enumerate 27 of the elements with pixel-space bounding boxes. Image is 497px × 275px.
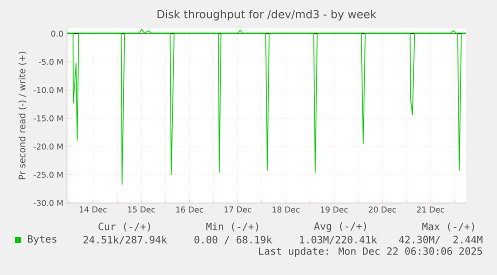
y-tick-label: -15.0 M [34,115,63,122]
x-tick-label: 20 Dec [368,206,396,213]
y-tick-label: -25.0 M [34,172,63,178]
chart-title: Disk throughput for /dev/md3 - by week [158,10,376,20]
text: Last update: Mon Dec 22 06:30:06 2025 [259,247,482,257]
text: Max (-/+) [422,222,474,232]
x-tick-label: 17 Dec [224,206,252,212]
y-tick-label: -20.0 M [34,144,63,150]
text: 0.00 / 68.19k [194,236,272,244]
y-tick-label: -30.0 M [34,200,63,206]
y-axis-title: Pr second read (-) / write (+) [18,52,26,180]
text: Min (-/+) [206,222,258,232]
x-tick-label: 21 Dec [416,206,444,213]
text: Avg (-/+) [314,222,366,232]
text: 24.51k/287.94k [84,236,167,244]
legend-label: Bytes [28,235,56,245]
text: 1.03M/220.41k [300,236,377,244]
x-tick-label: 14 Dec [80,206,107,212]
y-tick-label: 0.0 [51,30,63,37]
y-tick-label: -5.0 M [38,58,63,65]
x-tick-label: 19 Dec [320,206,348,213]
y-tick-label: -10.0 M [34,87,63,94]
x-tick-label: 16 Dec [176,206,204,213]
text: 42.30M/ 2.44M [399,236,482,244]
text: Cur (-/+) [98,222,150,232]
x-tick-label: 15 Dec [128,206,155,212]
x-tick-label: 18 Dec [272,206,300,213]
